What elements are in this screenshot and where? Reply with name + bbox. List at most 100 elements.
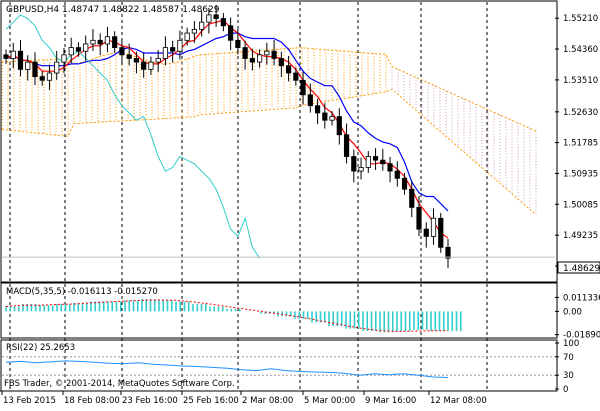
candle-body: [336, 116, 342, 136]
candle-body: [264, 50, 270, 56]
candle-body: [372, 156, 379, 161]
candle-body: [278, 58, 284, 67]
candle-body: [314, 105, 321, 114]
candle-body: [25, 61, 31, 70]
candle-body: [170, 47, 176, 52]
candle-body: [380, 159, 386, 165]
y-tick-label: 1.50935: [563, 169, 598, 179]
rsi-panel[interactable]: [0, 339, 558, 392]
macd-panel[interactable]: [0, 282, 558, 339]
symbol-info-label: GBPUSD,H4 1.48747 1.48822 1.48587 1.4862…: [6, 5, 220, 15]
candle-body: [438, 217, 444, 248]
kijun-line: [5, 32, 449, 212]
y-tick-label: 1.50085: [563, 200, 598, 210]
candle-body: [46, 72, 53, 81]
candle-body: [75, 47, 82, 52]
candle-body: [329, 116, 335, 121]
y-tick-label: 1.53510: [563, 76, 598, 86]
candle-body: [394, 170, 400, 179]
candle-body: [191, 29, 197, 34]
candle-body: [409, 188, 415, 208]
candle-body: [416, 206, 422, 230]
candle-body: [300, 79, 306, 96]
candle-body: [61, 54, 67, 63]
x-tick-label: 23 Feb 16:00: [122, 396, 178, 406]
candle-body: [141, 61, 147, 70]
macd-series: [5, 299, 462, 333]
candle-body: [162, 47, 169, 59]
senkou-span-a: [1, 47, 537, 132]
candle-body: [155, 58, 161, 63]
x-tick-label: 18 Feb 08:00: [64, 396, 120, 406]
candle-body: [293, 72, 299, 81]
candle-body: [199, 21, 205, 30]
y-tick-label: 1.51785: [563, 139, 598, 149]
candle-body: [206, 14, 212, 23]
candle-body: [401, 177, 408, 190]
rsi-y-axis: 100 70 30 0: [555, 339, 579, 395]
candle-body: [220, 18, 226, 27]
y-tick-label: 1.54360: [563, 45, 598, 55]
candle-body: [17, 50, 24, 70]
candle-body: [445, 246, 451, 259]
rsi-series: [2, 356, 555, 378]
main-y-axis: 1.55210 1.54360 1.53510 1.52630 1.51785 1.509…: [555, 14, 598, 272]
macd-signal-line: [5, 299, 448, 333]
candle-body: [351, 156, 357, 172]
candle-body: [39, 76, 45, 81]
main-price-panel[interactable]: [0, 0, 558, 283]
x-tick-label: 5 Mar 00:00: [304, 396, 355, 406]
candle-body: [83, 43, 89, 52]
candle-body: [430, 217, 437, 237]
candle-body: [3, 54, 9, 59]
candle-body: [242, 47, 248, 59]
candle-body: [228, 25, 234, 41]
candle-body: [184, 32, 190, 41]
candle-body: [257, 54, 263, 63]
current-price-badge: [557, 261, 600, 274]
candle-body: [177, 39, 183, 52]
y-tick-label: 1.49235: [563, 231, 598, 241]
candle-body: [235, 39, 241, 48]
candle-body: [343, 134, 350, 157]
candle-body: [112, 36, 118, 48]
candle-body: [365, 156, 371, 168]
candle-body: [307, 94, 313, 107]
candle-body: [68, 47, 74, 56]
rsi-tick-label: 30: [563, 371, 574, 381]
candle-body: [213, 14, 219, 19]
copyright-label: FBS Trader, © 2001-2014, MetaQuotes Soft…: [4, 379, 235, 389]
candle-body: [423, 228, 429, 237]
macd-y-axis: 0.011336 0.00 -0.018903: [555, 293, 600, 341]
x-tick-label: 25 Feb 16:00: [183, 396, 239, 406]
candle-body: [32, 61, 38, 78]
price-candles: [2, 5, 555, 269]
candle-body: [104, 36, 111, 45]
rsi-tick-label: 100: [563, 339, 579, 349]
rsi-tick-label: 70: [563, 353, 574, 363]
chikou-line: [5, 14, 261, 259]
candle-body: [133, 58, 140, 63]
candle-body: [54, 61, 60, 74]
indicator-lines: [5, 14, 449, 259]
candle-body: [387, 163, 393, 172]
y-tick-label: 1.55210: [563, 14, 598, 24]
candle-body: [285, 65, 292, 74]
macd-label: MACD(5,35,5) -0.016113 -0.015270: [6, 287, 158, 297]
candle-body: [10, 50, 16, 59]
candle-body: [249, 58, 255, 63]
current-price-label: 1.48629: [563, 264, 600, 274]
candle-body: [97, 39, 103, 45]
x-tick-label: 9 Mar 16:00: [365, 396, 416, 406]
rsi-tick-label: 0: [563, 385, 568, 395]
x-tick-label: 13 Feb 2015: [3, 396, 56, 406]
candle-body: [271, 50, 277, 59]
candle-body: [358, 167, 364, 172]
time-axis: 13 Feb 2015 18 Feb 08:00 23 Feb 16:00 25 Fe…: [0, 390, 557, 406]
macd-tick-label: 0.011336: [563, 293, 600, 303]
macd-tick-label: 0.00: [563, 307, 582, 317]
grid-lines: [9, 2, 488, 390]
y-tick-label: 1.52630: [563, 108, 598, 118]
